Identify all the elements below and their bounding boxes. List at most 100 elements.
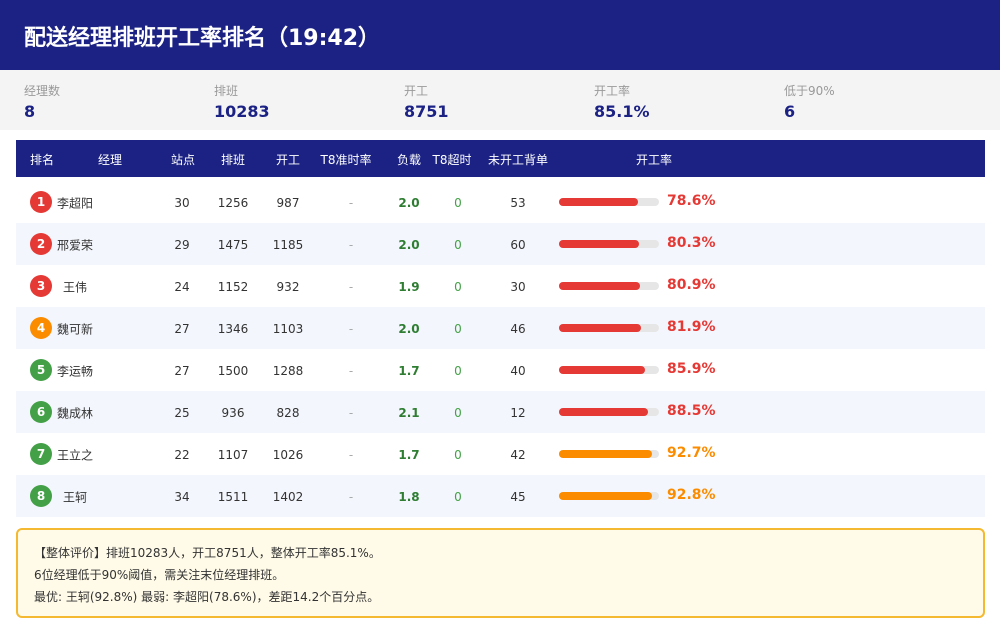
cell: 987 (276, 196, 300, 210)
table-header: 排名 经理 站点 排班 开工 T8准时率 负载 T8超时 未开工背单 开工率 (16, 140, 985, 177)
stat-value: 8751 (404, 102, 449, 121)
rate-label: 85.9% (667, 361, 716, 377)
cell: 0 (454, 322, 462, 336)
cell: 1185 (272, 238, 304, 252)
cell: 46 (510, 322, 526, 336)
stat-label: 排班 (214, 84, 239, 98)
cell: 30 (174, 196, 190, 210)
rate-bar (559, 324, 641, 332)
table-row: 8 王轲 34 1511 1402 - 1.8 0 45 92.8% (16, 475, 985, 517)
cell: 22 (174, 448, 190, 462)
cell: 0 (454, 196, 462, 210)
table-row: 5 李运畅 27 1500 1288 - 1.7 0 40 85.9% (16, 349, 985, 391)
header: 配送经理排班开工率排名（19:42） (0, 0, 1000, 70)
column-header: 开工 (275, 153, 301, 167)
cell: 40 (510, 364, 526, 378)
cell: 0 (454, 490, 462, 504)
rank-badge: 8 (30, 485, 52, 507)
cell: 1402 (272, 490, 304, 504)
rate-label: 92.8% (667, 487, 716, 503)
rate-bar (559, 492, 652, 500)
cell: - (348, 490, 354, 504)
cell: 1288 (272, 364, 304, 378)
column-header: 站点 (170, 153, 196, 167)
table-row: 1 李超阳 30 1256 987 - 2.0 0 53 78.6% (16, 181, 985, 223)
rate-label: 81.9% (667, 319, 716, 335)
rank-badge: 6 (30, 401, 52, 423)
bar-track (559, 450, 659, 458)
bar-track (559, 408, 659, 416)
cell: 27 (174, 364, 190, 378)
table-row: 3 王伟 24 1152 932 - 1.9 0 30 80.9% (16, 265, 985, 307)
rate-label: 88.5% (667, 403, 716, 419)
cell: 24 (174, 280, 190, 294)
rate-bar (559, 282, 640, 290)
cell: 0 (454, 448, 462, 462)
column-header: 未开工背单 (487, 153, 549, 167)
rate-label: 80.3% (667, 235, 716, 251)
column-header: T8超时 (432, 153, 472, 167)
rank-badge: 5 (30, 359, 52, 381)
stats-bar: 经理数 8 排班 10283 开工 8751 开工率 85.1% 低于90% 6 (0, 70, 1000, 130)
cell: 1511 (217, 490, 249, 504)
cell: 1.7 (398, 364, 420, 378)
cell: 936 (221, 406, 245, 420)
rate-label: 78.6% (667, 193, 716, 209)
cell: 29 (174, 238, 190, 252)
rank-badge: 4 (30, 317, 52, 339)
note-line: 【整体评价】排班10283人，开工8751人，整体开工率85.1%。 (34, 546, 381, 560)
cell: - (348, 448, 354, 462)
cell: 34 (174, 490, 190, 504)
cell: 828 (276, 406, 300, 420)
table-row: 6 魏成林 25 936 828 - 2.1 0 12 88.5% (16, 391, 985, 433)
rate-bar (559, 240, 640, 248)
manager-name: 邢爱荣 (56, 238, 94, 253)
rate-bar (559, 366, 645, 374)
cell: 1.7 (398, 448, 420, 462)
cell: 27 (174, 322, 190, 336)
cell: 2.0 (398, 322, 420, 336)
cell: 1256 (217, 196, 249, 210)
manager-name: 王伟 (62, 280, 88, 295)
rank-badge: 3 (30, 275, 52, 297)
table-row: 7 王立之 22 1107 1026 - 1.7 0 42 92.7% (16, 433, 985, 475)
column-header: 排名 (29, 153, 55, 167)
cell: 30 (510, 280, 526, 294)
cell: 1.9 (398, 280, 420, 294)
column-header: 经理 (97, 153, 123, 167)
column-header: 开工率 (635, 153, 673, 167)
rate-label: 80.9% (667, 277, 716, 293)
cell: - (348, 238, 354, 252)
cell: 2.0 (398, 238, 420, 252)
bar-track (559, 492, 659, 500)
column-header: 排班 (220, 153, 246, 167)
cell: 2.1 (398, 406, 420, 420)
bar-track (559, 240, 659, 248)
bar-track (559, 198, 659, 206)
rate-bar (559, 408, 648, 416)
cell: - (348, 280, 354, 294)
bar-track (559, 366, 659, 374)
cell: 53 (510, 196, 526, 210)
cell: 2.0 (398, 196, 420, 210)
manager-name: 魏可新 (56, 322, 94, 337)
rate-bar (559, 198, 638, 206)
note-line: 最优: 王轲(92.8%) 最弱: 李超阳(78.6%)，差距14.2个百分点。 (34, 590, 380, 604)
stat-value: 10283 (214, 102, 270, 121)
cell: 1475 (217, 238, 249, 252)
stat-label: 开工率 (594, 84, 631, 98)
cell: 1107 (217, 448, 249, 462)
cell: 1.8 (398, 490, 420, 504)
cell: 1152 (217, 280, 249, 294)
note-line: 6位经理低于90%阈值，需关注末位经理排班。 (34, 568, 285, 582)
manager-name: 王立之 (56, 448, 94, 463)
cell: 12 (510, 406, 526, 420)
rate-bar (559, 450, 652, 458)
manager-name: 李运畅 (56, 364, 94, 379)
stat-value: 85.1% (594, 102, 650, 121)
cell: - (348, 406, 354, 420)
cell: 1026 (272, 448, 304, 462)
stat-value: 6 (784, 102, 796, 121)
cell: 0 (454, 280, 462, 294)
table-row: 2 邢爱荣 29 1475 1185 - 2.0 0 60 80.3% (16, 223, 985, 265)
